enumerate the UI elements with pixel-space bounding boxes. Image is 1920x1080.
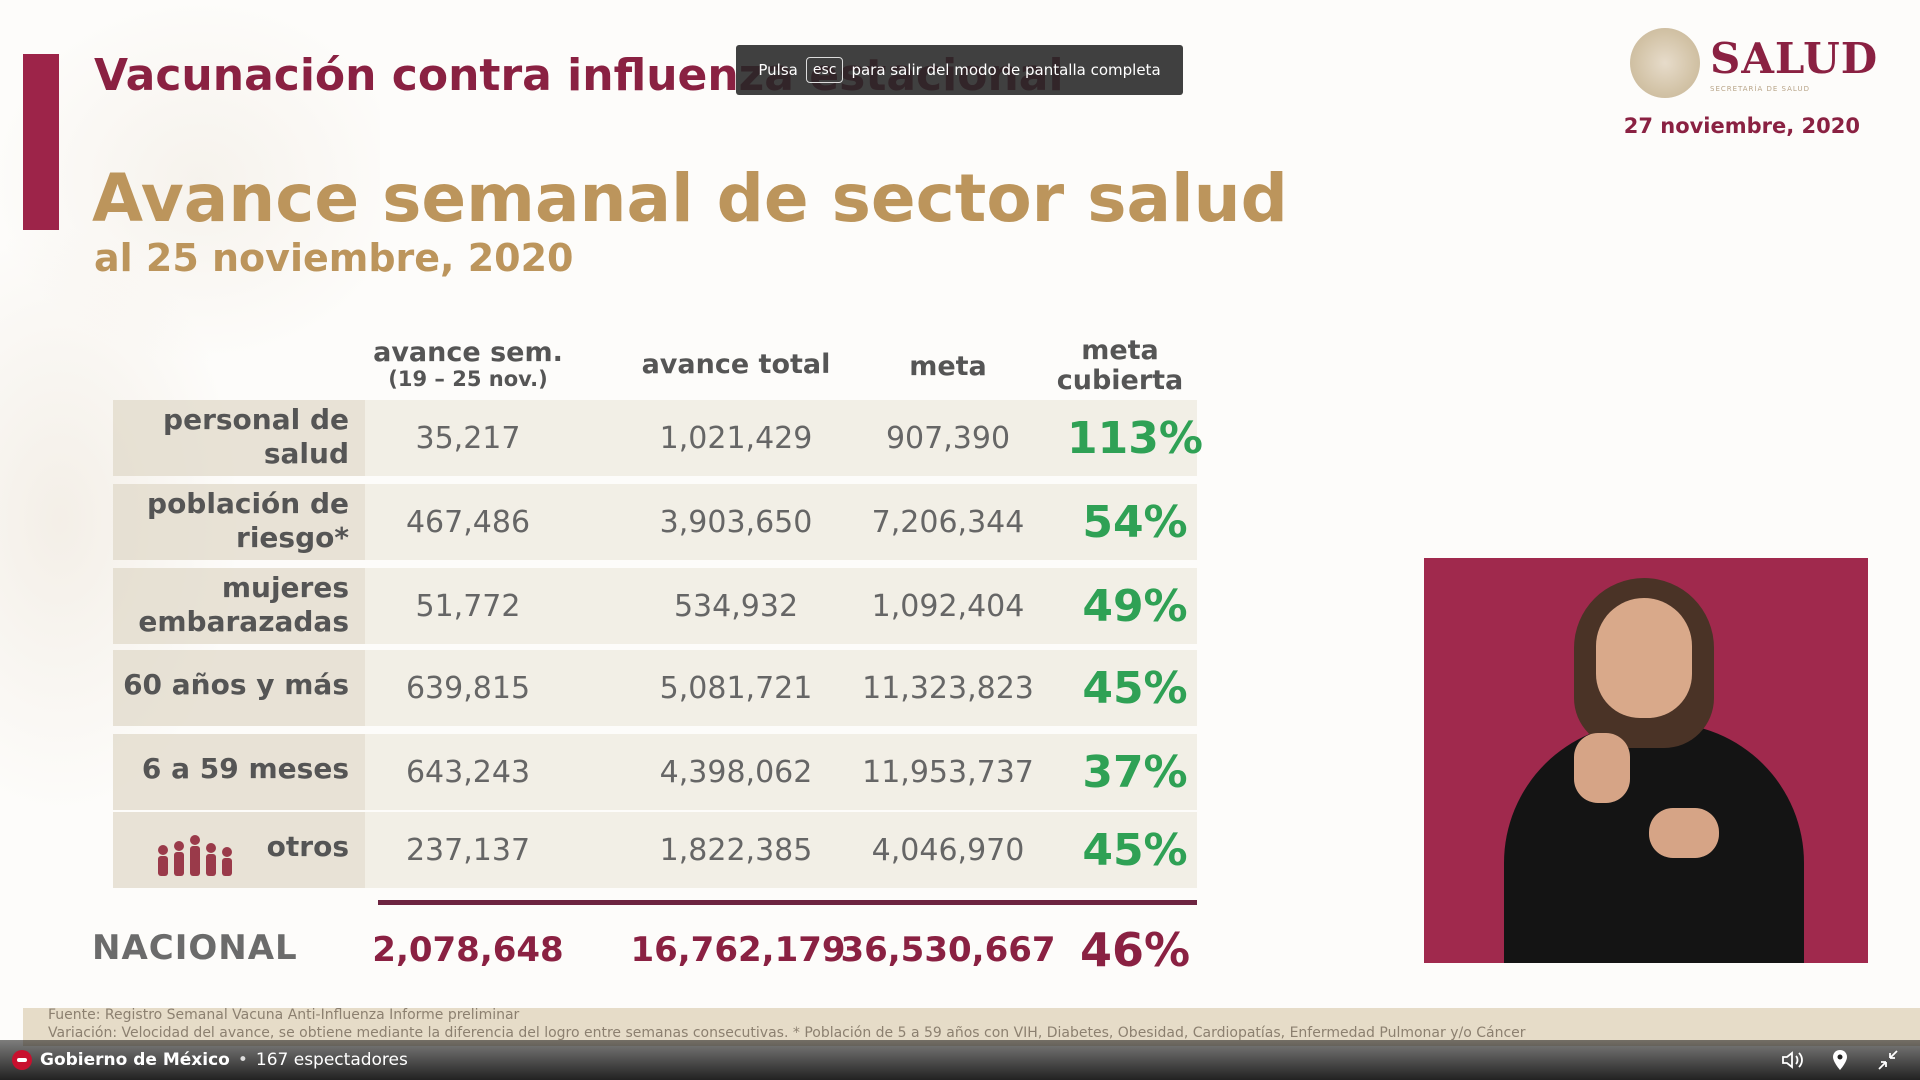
- location-icon[interactable]: [1828, 1048, 1852, 1072]
- sign-language-interpreter: [1424, 558, 1868, 963]
- cell-goal: 1,092,404: [871, 588, 1025, 624]
- toast-key: esc: [805, 57, 844, 83]
- cell-weekly: 51,772: [415, 588, 521, 624]
- viewer-count: 167 espectadores: [255, 1050, 408, 1070]
- row-label: 60 años y más: [123, 668, 349, 701]
- cell-total: 1,822,385: [659, 832, 813, 868]
- total-total: 16,762,179: [630, 930, 846, 970]
- slide-date: 27 noviembre, 2020: [1623, 114, 1860, 138]
- cell-weekly: 467,486: [405, 504, 531, 540]
- cell-pct: 37%: [1082, 746, 1188, 798]
- salud-logo: SALUD SECRETARÍA DE SALUD: [1630, 28, 1878, 98]
- footer-source: Fuente: Registro Semanal Vacuna Anti-Inf…: [48, 1007, 520, 1023]
- total-goal: 36,530,667: [840, 930, 1056, 970]
- separator: •: [237, 1050, 248, 1070]
- logo-subtext: SECRETARÍA DE SALUD: [1710, 84, 1810, 93]
- sub-title: al 25 noviembre, 2020: [94, 236, 574, 280]
- people-group-icon: [158, 835, 232, 876]
- channel-name[interactable]: Gobierno de México: [40, 1050, 230, 1070]
- channel-avatar[interactable]: [12, 1050, 32, 1070]
- cell-weekly: 35,217: [415, 420, 521, 456]
- cell-weekly: 643,243: [405, 754, 531, 790]
- player-bottom-bar: Gobierno de México • 167 espectadores: [0, 1040, 1920, 1080]
- exit-fullscreen-icon[interactable]: [1876, 1048, 1900, 1072]
- cell-goal: 4,046,970: [871, 832, 1025, 868]
- row-label: 6 a 59 meses: [141, 752, 349, 785]
- cell-pct: 49%: [1082, 580, 1188, 632]
- total-weekly: 2,078,648: [372, 930, 564, 970]
- table-row: 6 a 59 meses 643,243 4,398,062 11,953,73…: [113, 734, 1197, 810]
- cell-total: 534,932: [673, 588, 799, 624]
- footer-band: [23, 1008, 1920, 1046]
- row-label: personal de salud: [163, 403, 349, 470]
- header-goal: meta: [909, 351, 987, 382]
- table-row: otros 237,137 1,822,385 4,046,970 45%: [113, 812, 1197, 888]
- table-row: población de riesgo* 467,486 3,903,650 7,…: [113, 484, 1197, 560]
- total-label: NACIONAL: [92, 928, 298, 968]
- toast-post: para salir del modo de pantalla completa: [851, 61, 1161, 79]
- seal-icon: [1630, 28, 1700, 98]
- row-label: mujeres embarazadas: [138, 571, 349, 638]
- cell-weekly: 237,137: [405, 832, 531, 868]
- total-divider: [378, 900, 1197, 905]
- accent-bar: [23, 54, 59, 230]
- header-total: avance total: [641, 349, 831, 380]
- main-title: Avance semanal de sector salud: [92, 160, 1288, 237]
- cell-goal: 7,206,344: [871, 504, 1025, 540]
- header-weekly: avance sem. (19 – 25 nov.): [368, 338, 568, 391]
- table-row: 60 años y más 639,815 5,081,721 11,323,8…: [113, 650, 1197, 726]
- footer-note: Variación: Velocidad del avance, se obti…: [48, 1025, 1526, 1041]
- cell-total: 4,398,062: [659, 754, 813, 790]
- cell-goal: 11,953,737: [862, 754, 1034, 790]
- cell-total: 5,081,721: [659, 670, 813, 706]
- row-label: población de riesgo*: [147, 487, 349, 554]
- total-pct: 46%: [1079, 923, 1191, 977]
- cell-total: 3,903,650: [659, 504, 813, 540]
- cell-weekly: 639,815: [405, 670, 531, 706]
- table-row: personal de salud 35,217 1,021,429 907,39…: [113, 400, 1203, 476]
- table-row: mujeres embarazadas 51,772 534,932 1,092,…: [113, 568, 1197, 644]
- header-covered: meta cubierta: [1056, 335, 1184, 396]
- fullscreen-toast: Pulsa esc para salir del modo de pantall…: [736, 45, 1183, 95]
- cell-pct: 45%: [1082, 662, 1188, 714]
- toast-pre: Pulsa: [758, 61, 798, 79]
- cell-pct: 45%: [1082, 824, 1188, 876]
- logo-word: SALUD: [1710, 33, 1879, 83]
- header-weekly-range: (19 – 25 nov.): [388, 366, 548, 391]
- row-label: otros: [266, 830, 349, 863]
- cell-pct: 54%: [1082, 496, 1188, 548]
- cell-goal: 11,323,823: [862, 670, 1034, 706]
- cell-goal: 907,390: [885, 420, 1011, 456]
- cell-total: 1,021,429: [659, 420, 813, 456]
- volume-icon[interactable]: [1780, 1048, 1804, 1072]
- cell-pct: 113%: [1067, 412, 1203, 464]
